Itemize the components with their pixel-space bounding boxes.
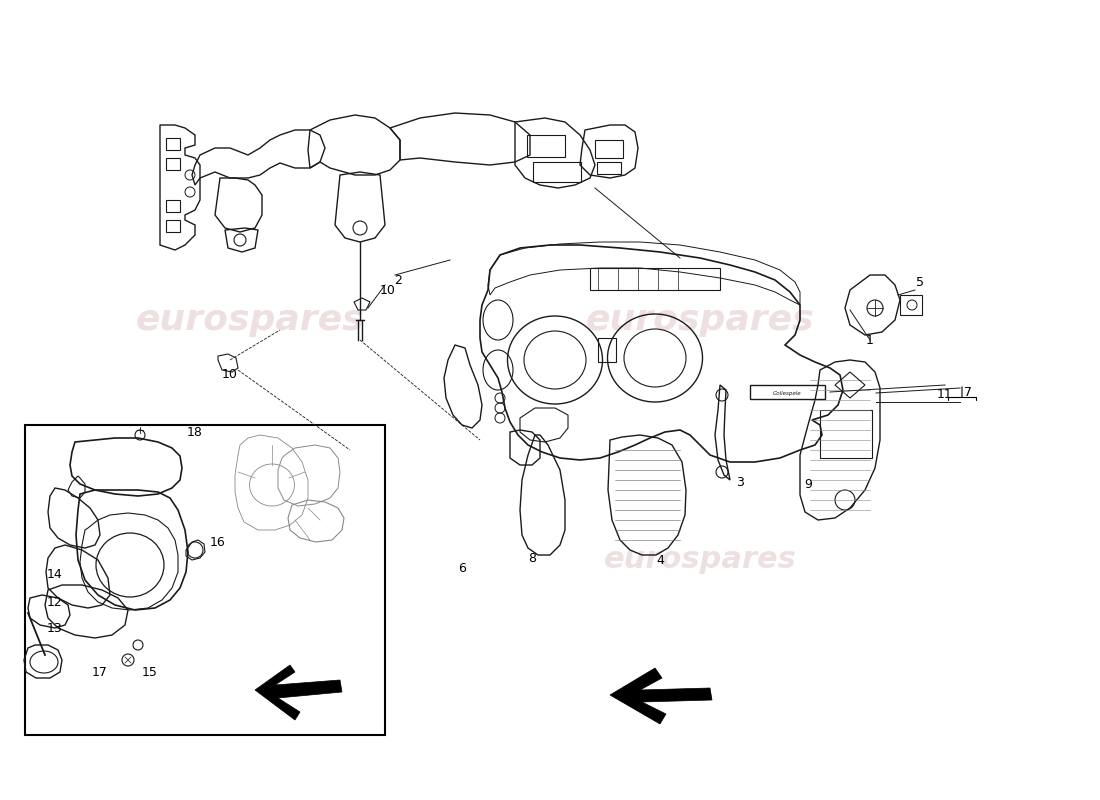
Bar	[900, 295, 922, 315]
Text: 16: 16	[210, 535, 225, 549]
Text: 13: 13	[47, 622, 63, 634]
Polygon shape	[255, 665, 342, 720]
Text: 7: 7	[964, 386, 972, 399]
Bar	[166, 138, 180, 150]
Text: 8: 8	[528, 551, 536, 565]
Text: 5: 5	[916, 275, 924, 289]
Bar	[166, 200, 180, 212]
Text: 17: 17	[92, 666, 108, 678]
Text: Gollespele: Gollespele	[772, 390, 801, 395]
Bar	[590, 268, 720, 290]
Text: 15: 15	[142, 666, 158, 678]
Bar	[820, 410, 872, 458]
Text: 12: 12	[47, 595, 63, 609]
Bar	[534, 162, 581, 182]
Polygon shape	[610, 668, 712, 724]
Bar	[750, 385, 825, 399]
Text: 18: 18	[187, 426, 202, 438]
Text: eurospares: eurospares	[585, 303, 814, 337]
Bar	[597, 162, 622, 174]
Text: 10: 10	[381, 283, 396, 297]
Text: eurospares: eurospares	[604, 546, 796, 574]
Bar	[595, 140, 623, 158]
Bar	[166, 158, 180, 170]
Text: 11: 11	[937, 389, 953, 402]
Text: 9: 9	[804, 478, 812, 491]
Text: 6: 6	[458, 562, 466, 574]
Bar	[25, 425, 385, 735]
Text: 10: 10	[222, 369, 238, 382]
Bar	[166, 220, 180, 232]
Text: eurospares: eurospares	[135, 303, 364, 337]
Bar	[527, 135, 565, 157]
Text: 14: 14	[47, 569, 63, 582]
Text: 1: 1	[866, 334, 873, 346]
Text: 4: 4	[656, 554, 664, 566]
Text: 3: 3	[736, 475, 744, 489]
Text: 2: 2	[394, 274, 402, 286]
Bar	[598, 338, 616, 362]
